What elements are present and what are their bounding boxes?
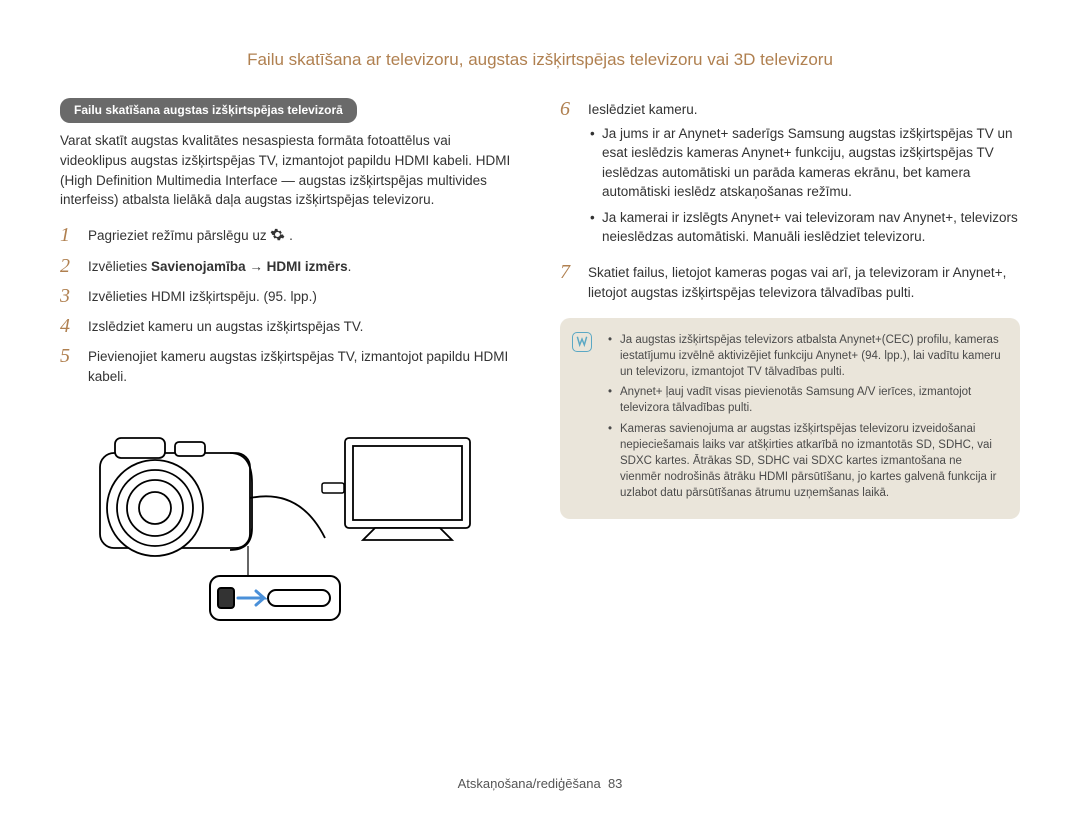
step-1: 1 Pagrieziet režīmu pārslēgu uz . bbox=[60, 224, 520, 248]
step-main-text: Ieslēdziet kameru. bbox=[588, 102, 698, 117]
step-number: 4 bbox=[60, 315, 88, 337]
step-text: Izvēlieties Savienojamība → HDMI izmērs. bbox=[88, 255, 520, 277]
intro-paragraph: Varat skatīt augstas kvalitātes nesaspie… bbox=[60, 131, 520, 209]
note-box: Ja augstas izšķirtspējas televizors atba… bbox=[560, 318, 1020, 519]
left-column: Failu skatīšana augstas izšķirtspējas te… bbox=[60, 98, 520, 628]
page-title: Failu skatīšana ar televizoru, augstas i… bbox=[60, 50, 1020, 70]
step-text: Pagrieziet režīmu pārslēgu uz . bbox=[88, 224, 520, 248]
step-text-pre: Pagrieziet režīmu pārslēgu uz bbox=[88, 228, 270, 243]
step-number: 6 bbox=[560, 98, 588, 120]
step-7: 7 Skatiet failus, lietojot kameras pogas… bbox=[560, 261, 1020, 302]
step-2: 2 Izvēlieties Savienojamība → HDMI izmēr… bbox=[60, 255, 520, 277]
step-text: Ieslēdziet kameru. Ja jums ir ar Anynet+… bbox=[588, 98, 1020, 253]
page-footer: Atskaņošana/rediģēšana 83 bbox=[60, 776, 1020, 791]
step-text-post: . bbox=[289, 228, 293, 243]
note-item: Anynet+ ļauj vadīt visas pievienotās Sam… bbox=[608, 384, 1004, 416]
step-text: Pievienojiet kameru augstas izšķirtspēja… bbox=[88, 345, 520, 386]
camera-tv-illustration bbox=[60, 398, 520, 628]
note-item: Ja augstas izšķirtspējas televizors atba… bbox=[608, 332, 1004, 380]
footer-page-number: 83 bbox=[608, 776, 622, 791]
step-6: 6 Ieslēdziet kameru. Ja jums ir ar Anyne… bbox=[560, 98, 1020, 253]
note-list: Ja augstas izšķirtspējas televizors atba… bbox=[608, 332, 1004, 501]
step-number: 5 bbox=[60, 345, 88, 367]
right-column: 6 Ieslēdziet kameru. Ja jums ir ar Anyne… bbox=[560, 98, 1020, 628]
step-5: 5 Pievienojiet kameru augstas izšķirtspē… bbox=[60, 345, 520, 386]
step-4: 4 Izslēdziet kameru un augstas izšķirtsp… bbox=[60, 315, 520, 337]
step-number: 3 bbox=[60, 285, 88, 307]
step-6-bullets: Ja jums ir ar Anynet+ saderīgs Samsung a… bbox=[588, 124, 1020, 247]
step-number: 2 bbox=[60, 255, 88, 277]
note-item: Kameras savienojuma ar augstas izšķirtsp… bbox=[608, 421, 1004, 501]
gear-icon bbox=[270, 227, 285, 248]
step-number: 1 bbox=[60, 224, 88, 246]
footer-section-label: Atskaņošana/rediģēšana bbox=[458, 776, 601, 791]
step-text: Skatiet failus, lietojot kameras pogas v… bbox=[588, 261, 1020, 302]
step-text: Izslēdziet kameru un augstas izšķirtspēj… bbox=[88, 315, 520, 337]
step-3: 3 Izvēlieties HDMI izšķirtspēju. (95. lp… bbox=[60, 285, 520, 307]
step-text: Izvēlieties HDMI izšķirtspēju. (95. lpp.… bbox=[88, 285, 520, 307]
content-columns: Failu skatīšana augstas izšķirtspējas te… bbox=[60, 98, 1020, 628]
note-icon bbox=[572, 332, 592, 352]
step-number: 7 bbox=[560, 261, 588, 283]
section-heading-pill: Failu skatīšana augstas izšķirtspējas te… bbox=[60, 98, 357, 123]
bullet-item: Ja kamerai ir izslēgts Anynet+ vai telev… bbox=[588, 208, 1020, 247]
bullet-item: Ja jums ir ar Anynet+ saderīgs Samsung a… bbox=[588, 124, 1020, 202]
